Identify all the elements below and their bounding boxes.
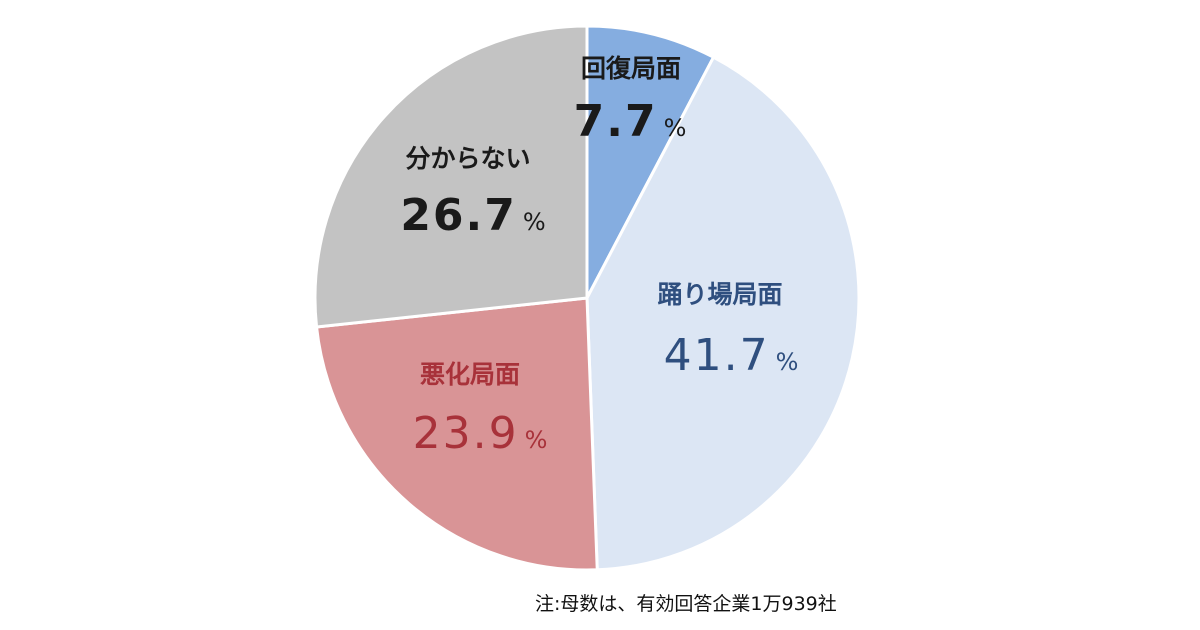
slice-label-2: 悪化局面	[420, 360, 520, 389]
pie-slice-1	[585, 55, 861, 572]
footnote: 注:母数は、有効回答企業1万939社	[535, 593, 837, 615]
slice-value-1: 41.7%	[664, 330, 801, 381]
pie-slice-3	[313, 24, 589, 329]
slice-value-3: 26.7%	[400, 190, 547, 241]
slice-value-0: 7.7%	[574, 96, 689, 147]
slice-label-1: 踊り場局面	[657, 280, 782, 309]
slice-label-3: 分からない	[405, 144, 530, 173]
slice-label-0: 回復局面	[581, 54, 681, 83]
pie-slice-2	[314, 296, 599, 572]
slice-value-2: 23.9%	[413, 408, 550, 459]
pie-slice-0	[585, 24, 716, 299]
